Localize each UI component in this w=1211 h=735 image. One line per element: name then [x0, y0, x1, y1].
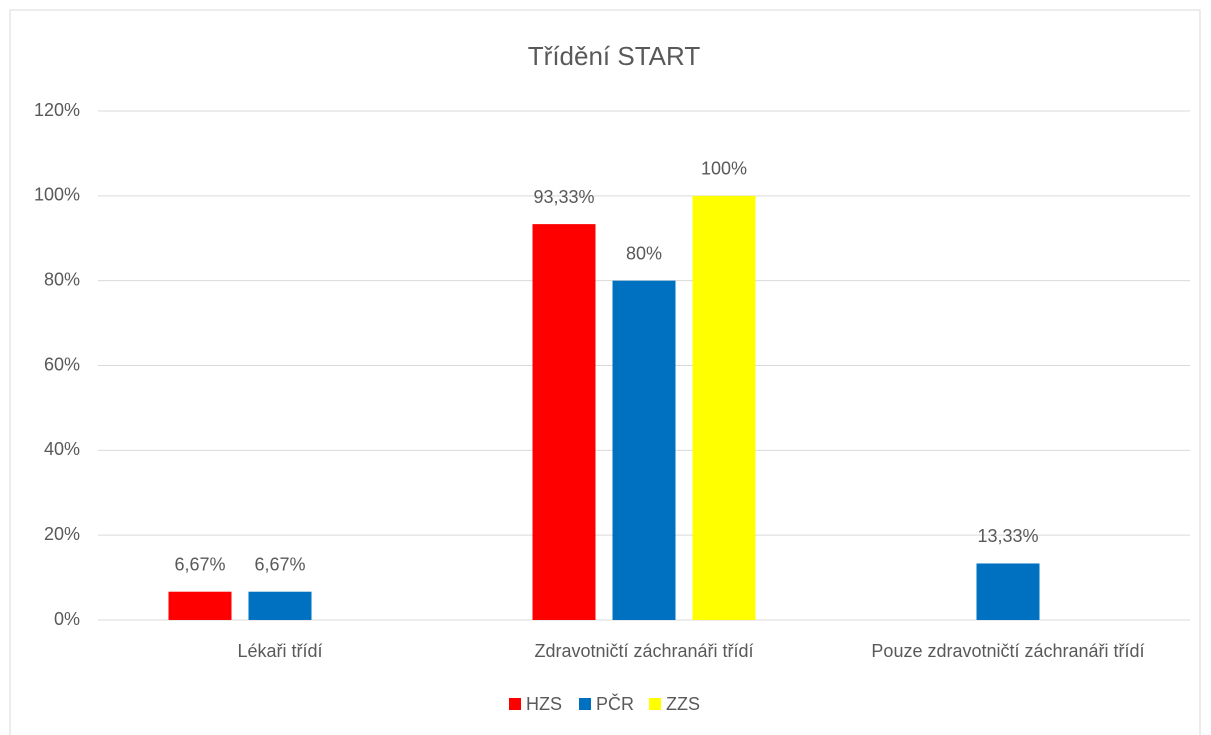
- y-tick-label: 120%: [34, 100, 80, 120]
- bar: [692, 195, 756, 621]
- chart-title: Třídění START: [528, 41, 701, 71]
- x-tick-label: Zdravotničtí záchranáři třídí: [534, 641, 753, 661]
- bar: [248, 591, 312, 620]
- legend-swatch: [579, 698, 591, 710]
- data-label: 6,67%: [174, 554, 225, 574]
- y-tick-label: 40%: [44, 439, 80, 459]
- data-label: 100%: [701, 159, 747, 179]
- data-label: 13,33%: [977, 526, 1038, 546]
- data-label: 93,33%: [533, 187, 594, 207]
- y-tick-label: 100%: [34, 185, 80, 205]
- x-tick-label: Lékaři třídí: [237, 641, 322, 661]
- y-tick-label: 60%: [44, 354, 80, 374]
- bar: [612, 280, 676, 620]
- data-label: 6,67%: [254, 554, 305, 574]
- bar: [168, 591, 232, 620]
- x-tick-label: Pouze zdravotničtí záchranáři třídí: [871, 641, 1144, 661]
- bar: [532, 224, 596, 620]
- legend-label: PČR: [596, 693, 634, 714]
- data-label: 80%: [626, 243, 662, 263]
- legend-swatch: [509, 698, 521, 710]
- y-tick-label: 0%: [54, 609, 80, 629]
- y-tick-label: 80%: [44, 269, 80, 289]
- bar: [976, 563, 1040, 620]
- y-tick-label: 20%: [44, 524, 80, 544]
- legend-label: ZZS: [666, 694, 700, 714]
- legend-swatch: [649, 698, 661, 710]
- chart-border: [9, 9, 1201, 735]
- legend-label: HZS: [526, 694, 562, 714]
